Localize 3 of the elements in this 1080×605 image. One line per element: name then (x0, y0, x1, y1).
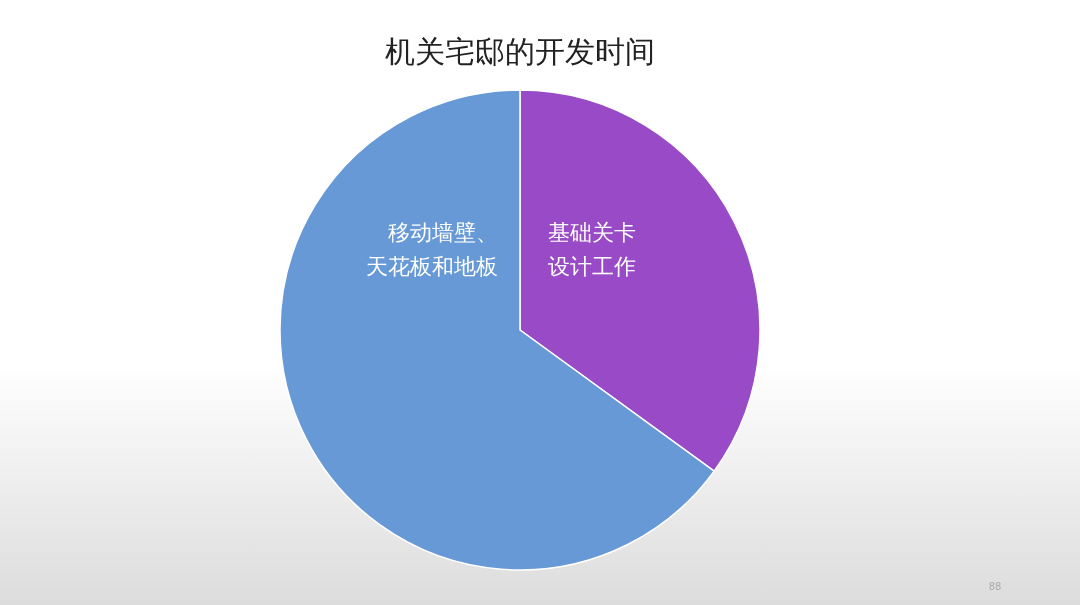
slice-label: 基础关卡设计工作 (548, 220, 636, 279)
chart-title: 机关宅邸的开发时间 (385, 34, 655, 69)
slice-label: 移动墙壁、天花板和地板 (366, 220, 498, 279)
